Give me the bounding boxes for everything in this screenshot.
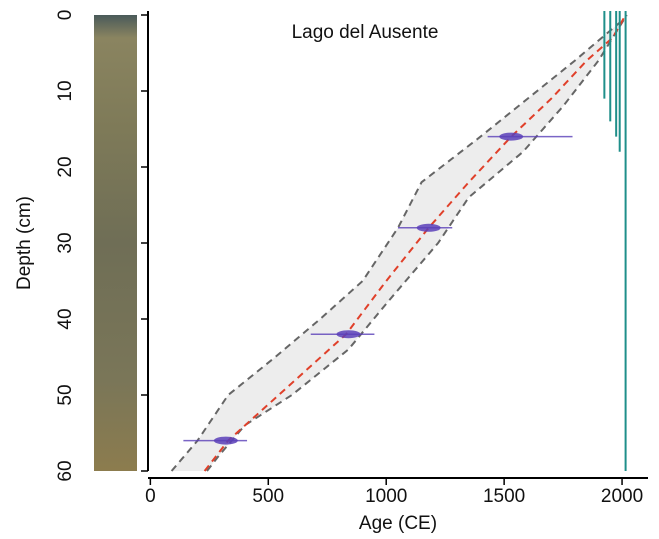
x-tick-label: 0 bbox=[145, 486, 156, 507]
x-tick-label: 2000 bbox=[601, 486, 643, 507]
date-point bbox=[213, 436, 238, 445]
date-point bbox=[499, 132, 524, 141]
y-tick-label: 40 bbox=[55, 308, 76, 329]
confidence-bound bbox=[170, 21, 621, 472]
y-tick-label: 20 bbox=[55, 156, 76, 177]
confidence-band bbox=[171, 15, 627, 471]
chart-title: Lago del Ausente bbox=[292, 22, 439, 43]
x-tick-label: 500 bbox=[252, 486, 284, 507]
x-axis-label: Age (CE) bbox=[359, 513, 437, 534]
median-line bbox=[203, 14, 627, 472]
date-point bbox=[336, 330, 361, 339]
y-tick-label: 50 bbox=[55, 384, 76, 405]
y-tick-label: 30 bbox=[55, 232, 76, 253]
y-axis-label: Depth (cm) bbox=[14, 196, 35, 290]
y-tick-label: 60 bbox=[55, 460, 76, 481]
x-tick-label: 1000 bbox=[365, 486, 407, 507]
x-tick-label: 1500 bbox=[483, 486, 525, 507]
date-point bbox=[416, 223, 441, 232]
y-tick-label: 0 bbox=[55, 10, 76, 21]
core-image bbox=[94, 15, 137, 471]
y-tick-label: 10 bbox=[55, 80, 76, 101]
